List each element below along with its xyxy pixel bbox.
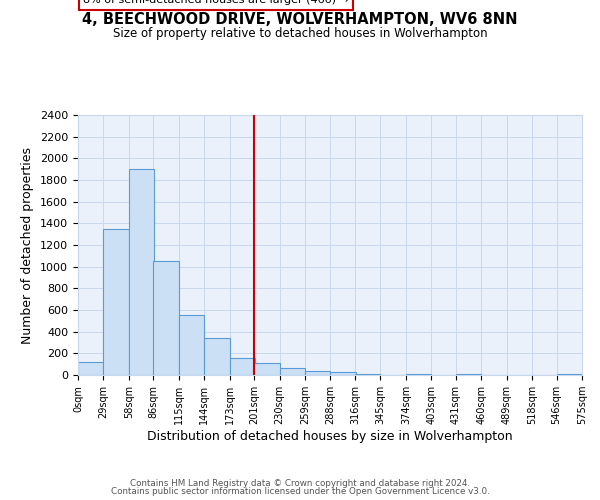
- Bar: [557, 374, 582, 375]
- Text: 4 BEECHWOOD DRIVE: 195sqm
← 92% of detached houses are smaller (5,231)
8% of sem: 4 BEECHWOOD DRIVE: 195sqm ← 92% of detac…: [83, 0, 349, 5]
- Bar: [204, 338, 230, 375]
- Bar: [305, 371, 331, 375]
- X-axis label: Distribution of detached houses by size in Wolverhampton: Distribution of detached houses by size …: [147, 430, 513, 443]
- Bar: [254, 363, 280, 375]
- Bar: [179, 316, 204, 375]
- Text: Contains HM Land Registry data © Crown copyright and database right 2024.: Contains HM Land Registry data © Crown c…: [130, 478, 470, 488]
- Bar: [78, 362, 103, 375]
- Bar: [129, 169, 154, 375]
- Bar: [230, 358, 255, 375]
- Bar: [355, 374, 380, 375]
- Bar: [154, 261, 179, 375]
- Bar: [331, 372, 356, 375]
- Bar: [406, 374, 431, 375]
- Bar: [456, 374, 481, 375]
- Y-axis label: Number of detached properties: Number of detached properties: [22, 146, 34, 344]
- Text: Contains public sector information licensed under the Open Government Licence v3: Contains public sector information licen…: [110, 488, 490, 496]
- Text: Size of property relative to detached houses in Wolverhampton: Size of property relative to detached ho…: [113, 28, 487, 40]
- Text: 4, BEECHWOOD DRIVE, WOLVERHAMPTON, WV6 8NN: 4, BEECHWOOD DRIVE, WOLVERHAMPTON, WV6 8…: [82, 12, 518, 28]
- Bar: [103, 229, 129, 375]
- Bar: [280, 368, 305, 375]
